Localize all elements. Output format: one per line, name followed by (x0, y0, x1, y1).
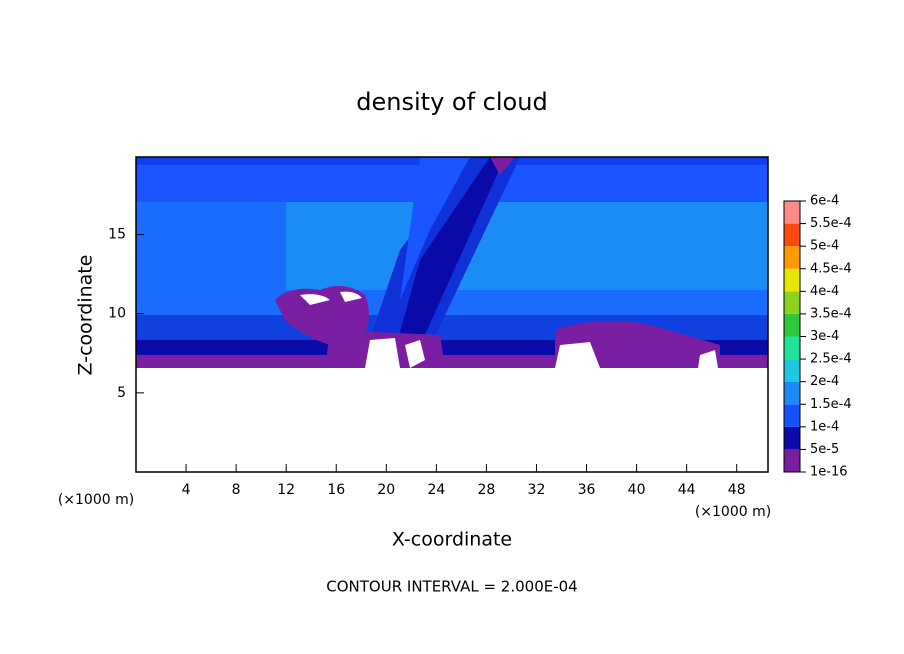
colorbar-label: 3e-4 (810, 329, 839, 344)
colorbar-label: 4.5e-4 (810, 261, 852, 276)
colorbar-band (784, 404, 800, 427)
x-tick-label: 24 (427, 482, 445, 498)
x-tick-label: 12 (277, 482, 295, 498)
colorbar-band (784, 336, 800, 360)
y-tick-label: 10 (108, 306, 126, 322)
x-tick-label: 28 (478, 482, 496, 498)
colorbar-band (784, 359, 800, 382)
colorbar-band (784, 291, 800, 314)
colorbar-band (784, 381, 800, 405)
x-tick-label: 4 (182, 482, 191, 498)
x-tick-label: 40 (628, 482, 646, 498)
y-axis-label: Z-coordinate (75, 255, 97, 376)
colorbar-label: 6e-4 (810, 194, 839, 209)
colorbar-label: 2.5e-4 (810, 352, 852, 367)
plot-frame (135, 156, 769, 473)
x-tick-label: 8 (232, 482, 241, 498)
x-tick-label: 48 (728, 482, 746, 498)
colorbar-label: 1e-16 (810, 465, 848, 480)
x-tick-label: 44 (678, 482, 696, 498)
x-tick-label: 32 (528, 482, 546, 498)
chart-title: density of cloud (356, 88, 547, 116)
x-unit-label: (×1000 m) (695, 504, 771, 520)
contour-field (136, 157, 768, 472)
colorbar-band (784, 246, 800, 269)
colorbar-label: 2e-4 (810, 374, 839, 389)
x-tick-label: 20 (377, 482, 395, 498)
colorbar-label: 5e-4 (810, 239, 839, 254)
x-tick-label: 36 (578, 482, 596, 498)
colorbar-label: 5.5e-4 (810, 216, 852, 231)
colorbar-band (784, 201, 800, 224)
colorbar-label: 1e-4 (810, 419, 839, 434)
colorbar-band (784, 449, 800, 472)
footer-note: CONTOUR INTERVAL = 2.000E-04 (326, 578, 577, 596)
colorbar-band (784, 268, 800, 292)
x-unit-label: (×1000 m) (58, 492, 134, 508)
colorbar-outline (783, 200, 801, 473)
colorbar-label: 1.5e-4 (810, 397, 852, 412)
colorbar-label: 5e-5 (810, 442, 839, 457)
x-axis-label: X-coordinate (392, 529, 512, 551)
y-tick-label: 5 (117, 385, 126, 401)
colorbar-band (784, 426, 800, 450)
y-tick-label: 15 (108, 227, 126, 243)
colorbar-label: 3.5e-4 (810, 306, 852, 321)
colorbar-label: 4e-4 (810, 284, 839, 299)
colorbar-band (784, 313, 800, 337)
x-tick-label: 16 (327, 482, 345, 498)
colorbar-band (784, 223, 800, 247)
